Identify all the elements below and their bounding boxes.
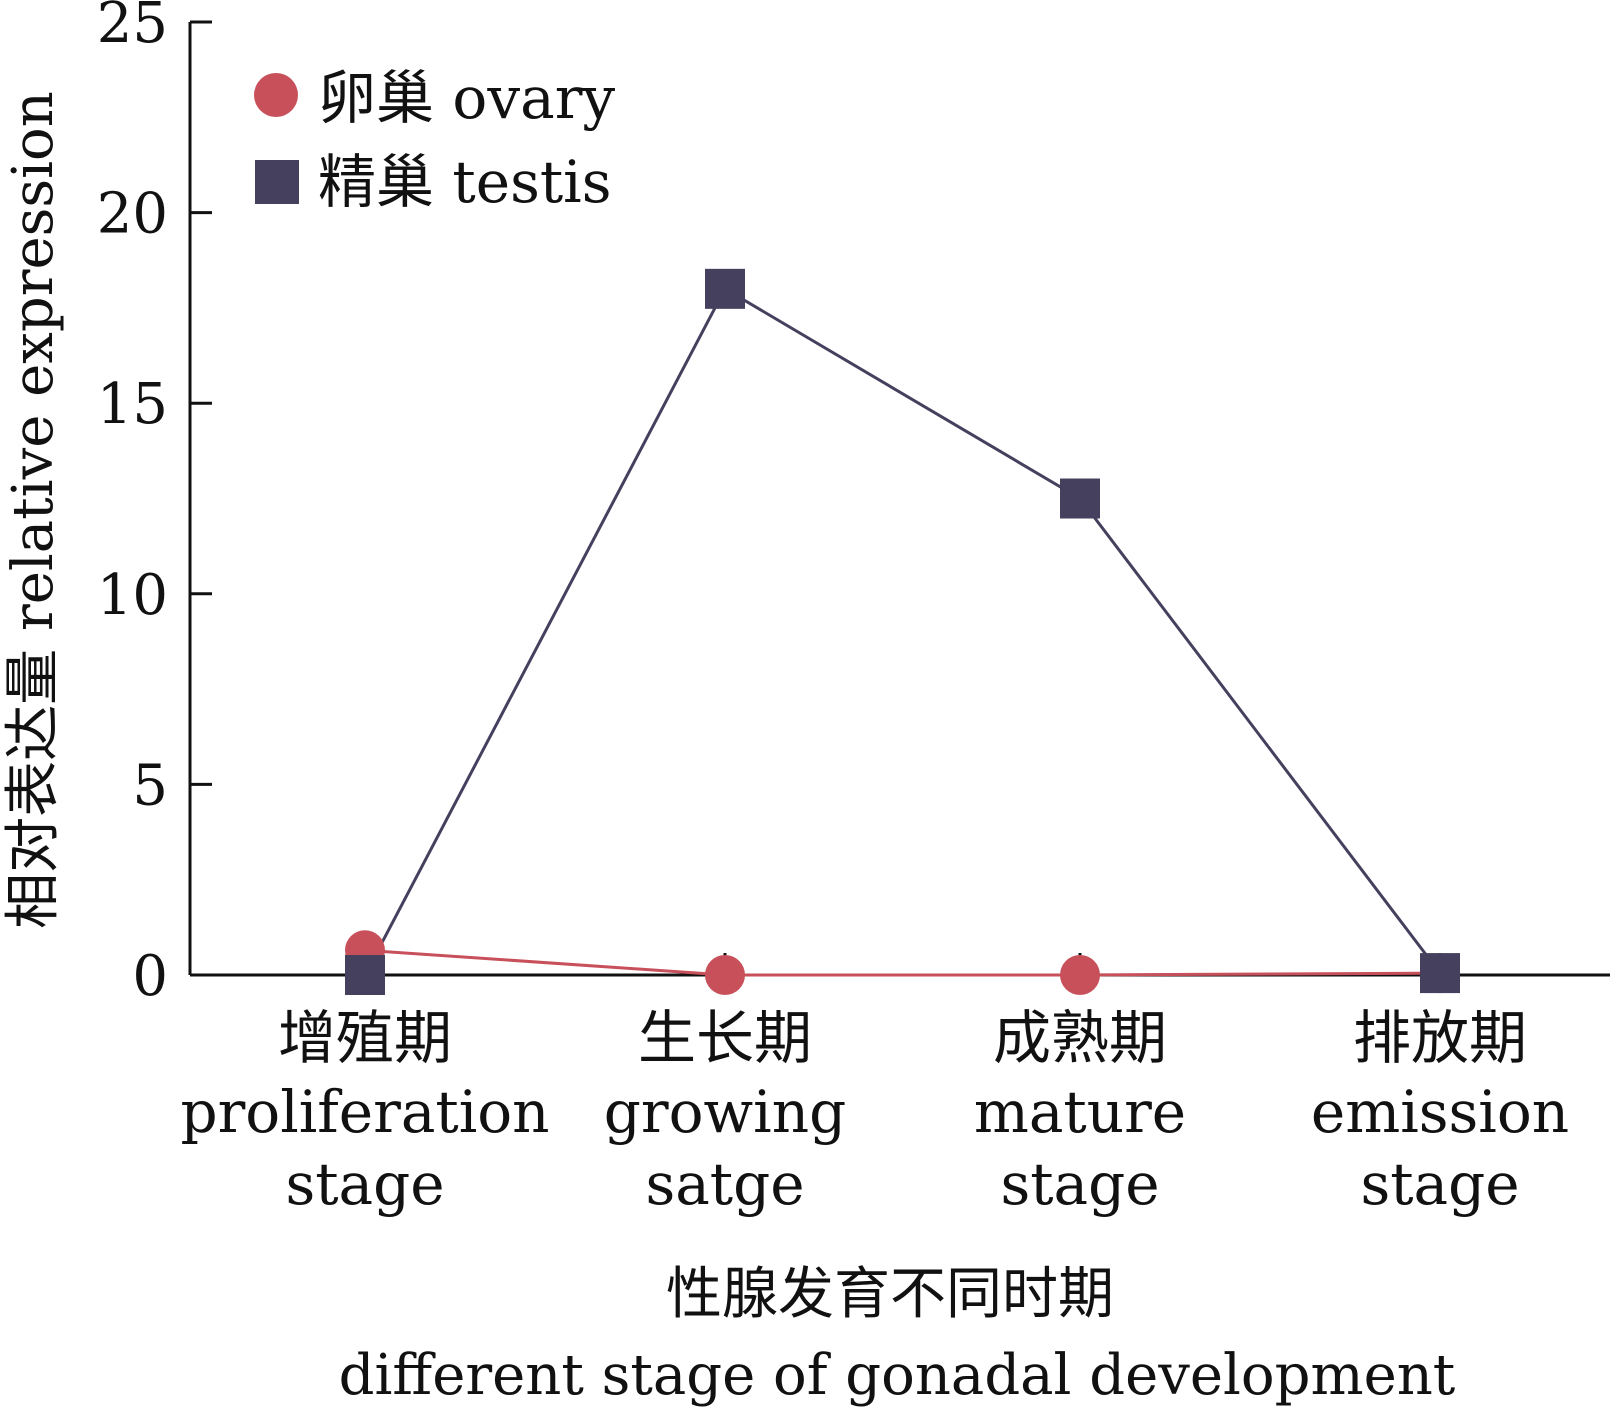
legend-ovary-label: 卵巢 ovary [318, 64, 615, 132]
testis-point [705, 268, 745, 309]
testis-point [1060, 478, 1100, 519]
axes: 0 5 10 15 20 25 [97, 0, 1610, 1009]
labels-layer: 增殖期proliferationstage生长期growingsatge成熟期m… [1, 91, 1569, 1408]
legend-ovary-marker [254, 73, 298, 117]
x-tick-label-en: emission [1311, 1078, 1569, 1146]
x-tick-label-zh: 生长期 [638, 1004, 812, 1072]
y-tick-label: 10 [97, 563, 168, 628]
ovary-line [364, 948, 1441, 977]
x-tick-label-en: mature [974, 1078, 1186, 1146]
y-axis-title: 相对表达量 relative expression [1, 91, 66, 929]
legend-testis-label: 精巢 testis [318, 148, 611, 216]
x-tick-label-en: stage [1360, 1150, 1519, 1218]
x-axis-title-zh: 性腺发育不同时期 [666, 1262, 1114, 1327]
y-tick-label: 15 [97, 372, 168, 437]
ovary-point [1060, 955, 1100, 995]
x-tick-label-zh: 排放期 [1353, 1004, 1527, 1072]
ovary-point [705, 955, 745, 995]
x-tick-label-en: proliferation [180, 1078, 549, 1146]
y-tick-label: 0 [132, 944, 168, 1009]
legend: 卵巢 ovary 精巢 testis [254, 64, 615, 216]
x-tick-label-zh: 增殖期 [278, 1004, 452, 1072]
x-axis-title-en: different stage of gonadal development [339, 1343, 1456, 1408]
x-tick-label-en: satge [645, 1150, 804, 1218]
y-tick-label: 5 [132, 753, 168, 818]
testis-line [363, 286, 1442, 976]
legend-testis-marker [255, 160, 299, 204]
x-tick-label-en: stage [285, 1150, 444, 1218]
series-layer [345, 268, 1460, 995]
x-tick-label-en: growing [604, 1078, 846, 1146]
testis-point [345, 955, 385, 995]
testis-point [1420, 953, 1460, 994]
y-tick-label: 20 [97, 182, 168, 247]
x-tick-label-en: stage [1000, 1150, 1159, 1218]
x-tick-label-zh: 成熟期 [993, 1004, 1167, 1072]
y-tick-label: 25 [97, 0, 168, 56]
